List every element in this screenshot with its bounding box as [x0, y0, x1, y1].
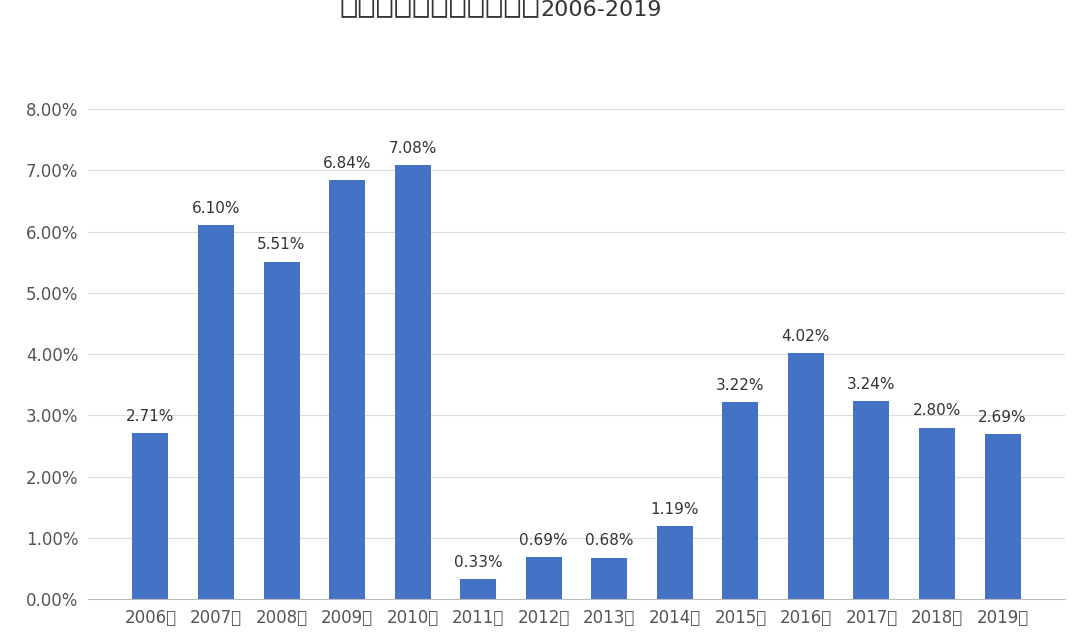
Text: 2.71%: 2.71% [126, 409, 175, 424]
Bar [460, 579, 496, 599]
Text: 6.10%: 6.10% [192, 201, 240, 216]
Bar [264, 261, 299, 599]
Text: 0.33%: 0.33% [454, 555, 502, 570]
Bar [919, 428, 955, 599]
Text: 7.08%: 7.08% [389, 141, 436, 156]
Bar [198, 225, 234, 599]
Text: 5.51%: 5.51% [257, 238, 306, 252]
Text: 2.69%: 2.69% [978, 410, 1027, 425]
Text: 0.69%: 0.69% [519, 533, 568, 548]
Bar [591, 558, 627, 599]
Text: 4.02%: 4.02% [782, 329, 831, 343]
Bar [133, 433, 168, 599]
Bar [657, 526, 693, 599]
Bar [788, 353, 824, 599]
Text: 2006-2019: 2006-2019 [540, 0, 661, 20]
Text: 广州市历年常住人口增速: 广州市历年常住人口增速 [339, 0, 540, 18]
Text: 2.80%: 2.80% [913, 403, 961, 419]
Text: 3.24%: 3.24% [847, 376, 895, 392]
Text: 3.22%: 3.22% [716, 377, 765, 393]
Text: 1.19%: 1.19% [650, 502, 699, 517]
Bar [723, 402, 758, 599]
Text: 0.68%: 0.68% [585, 534, 634, 548]
Bar [329, 180, 365, 599]
Bar [853, 401, 890, 599]
Bar [394, 166, 431, 599]
Bar [526, 557, 562, 599]
Bar [985, 435, 1021, 599]
Text: 6.84%: 6.84% [323, 156, 372, 171]
